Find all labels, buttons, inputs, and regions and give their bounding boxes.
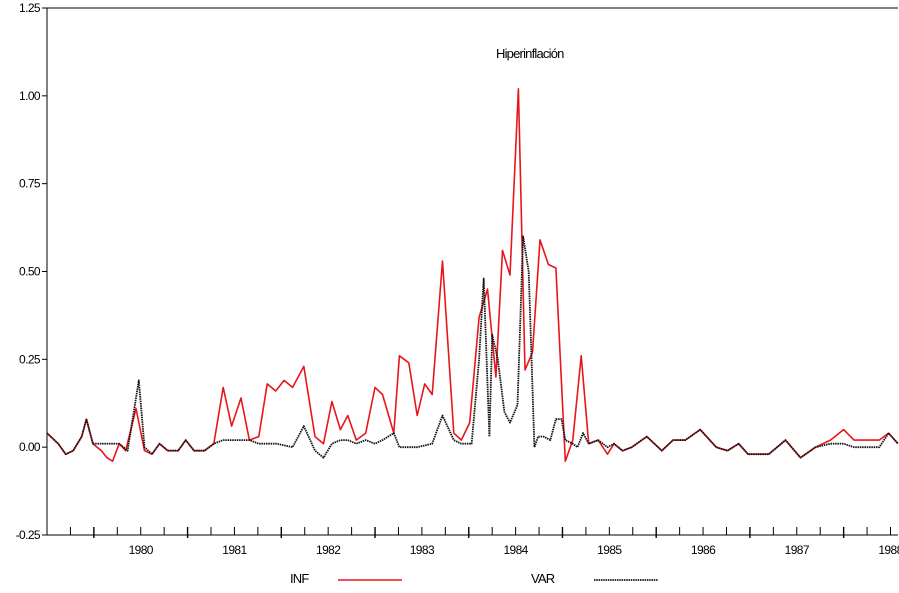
y-tick-label: 0.50: [19, 265, 41, 279]
y-tick-label: -0.25: [16, 528, 41, 542]
x-tick-label: 1981: [222, 543, 247, 557]
y-tick-label: 0.00: [19, 440, 41, 454]
x-tick-label: 1987: [785, 543, 810, 557]
legend-label-inf: INF: [290, 571, 309, 586]
y-tick-label: 0.75: [19, 177, 41, 191]
legend: INF VAR: [290, 571, 658, 586]
annotation-hiperinflacion: Hiperinflación: [496, 46, 564, 61]
chart-ticks: -0.25 0.00 0.25 0.50 0.75 1.00 1.25 1980 1981 198…: [16, 1, 899, 557]
legend-label-var: VAR: [531, 571, 555, 586]
x-tick-label: 1984: [503, 543, 528, 557]
x-tick-label: 1988: [878, 543, 899, 557]
x-tick-label: 1983: [410, 543, 435, 557]
chart-series: [46, 88, 899, 462]
x-tick-label: 1982: [316, 543, 341, 557]
y-tick-label: 0.25: [19, 352, 41, 366]
y-tick-label: 1.25: [19, 1, 41, 15]
y-tick-label: 1.00: [19, 89, 41, 103]
x-tick-label: 1986: [691, 543, 716, 557]
x-tick-label: 1980: [129, 543, 154, 557]
x-tick-label: 1985: [597, 543, 622, 557]
series-line-var: [46, 235, 899, 459]
series-line-inf: [46, 88, 899, 462]
chart-axes: [46, 7, 898, 536]
